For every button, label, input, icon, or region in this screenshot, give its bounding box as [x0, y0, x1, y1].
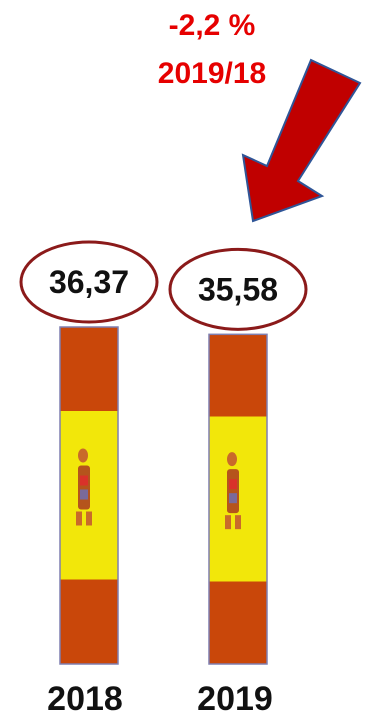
value-label: 35,58 [198, 271, 278, 307]
value-label: 36,37 [49, 264, 129, 300]
change-percent-label: -2,2 % [169, 9, 256, 42]
coat-of-arms-icon [76, 448, 92, 526]
coat-of-arms-icon [225, 452, 241, 530]
year-label: 2018 [47, 680, 123, 718]
down-arrow-icon [241, 58, 362, 223]
value-ellipse [168, 247, 308, 331]
change-period-label: 2019/18 [158, 57, 266, 90]
year-label: 2019 [197, 680, 273, 718]
value-ellipse [19, 240, 159, 324]
bars-group: 36,37 2018 35,58 2019 [19, 240, 308, 718]
